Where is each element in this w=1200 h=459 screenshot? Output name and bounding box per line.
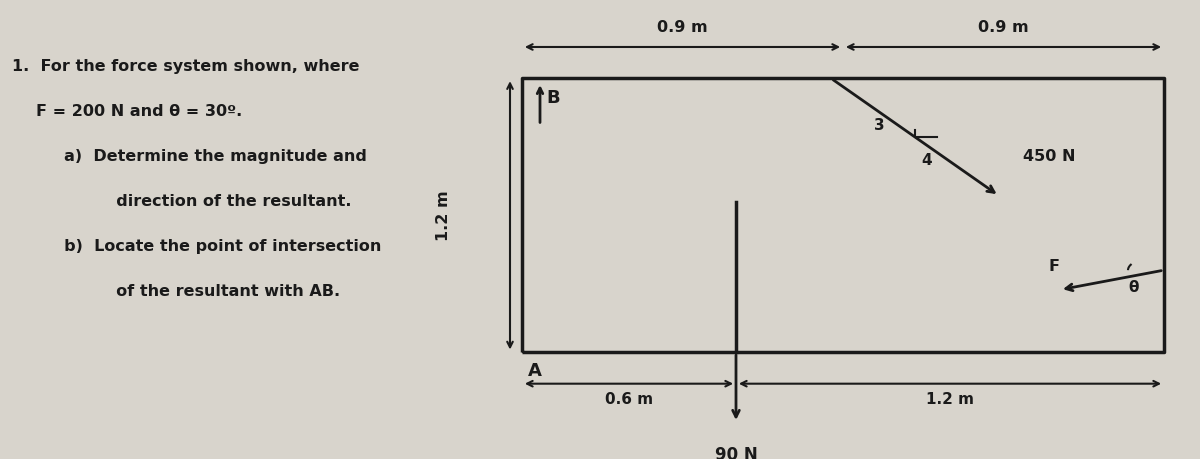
Text: 4: 4 xyxy=(922,153,931,168)
Text: F = 200 N and θ = 30º.: F = 200 N and θ = 30º. xyxy=(36,104,242,119)
Text: direction of the resultant.: direction of the resultant. xyxy=(60,194,352,209)
Text: b)  Locate the point of intersection: b) Locate the point of intersection xyxy=(36,239,382,254)
Text: A: A xyxy=(528,362,542,380)
Text: a)  Determine the magnitude and: a) Determine the magnitude and xyxy=(36,149,367,164)
Text: 1.2 m: 1.2 m xyxy=(437,190,451,241)
Text: of the resultant with AB.: of the resultant with AB. xyxy=(60,284,340,299)
Text: 1.2 m: 1.2 m xyxy=(926,392,974,407)
Text: 0.9 m: 0.9 m xyxy=(978,20,1028,35)
Text: θ: θ xyxy=(1129,280,1139,295)
Text: 3: 3 xyxy=(875,118,884,133)
Text: 0.6 m: 0.6 m xyxy=(605,392,653,407)
Text: F: F xyxy=(1049,259,1060,274)
Text: 450 N: 450 N xyxy=(1022,149,1075,164)
Text: 90 N: 90 N xyxy=(715,446,757,459)
Text: 0.9 m: 0.9 m xyxy=(658,20,708,35)
Text: 1.  For the force system shown, where: 1. For the force system shown, where xyxy=(12,59,360,74)
Text: B: B xyxy=(546,89,559,107)
